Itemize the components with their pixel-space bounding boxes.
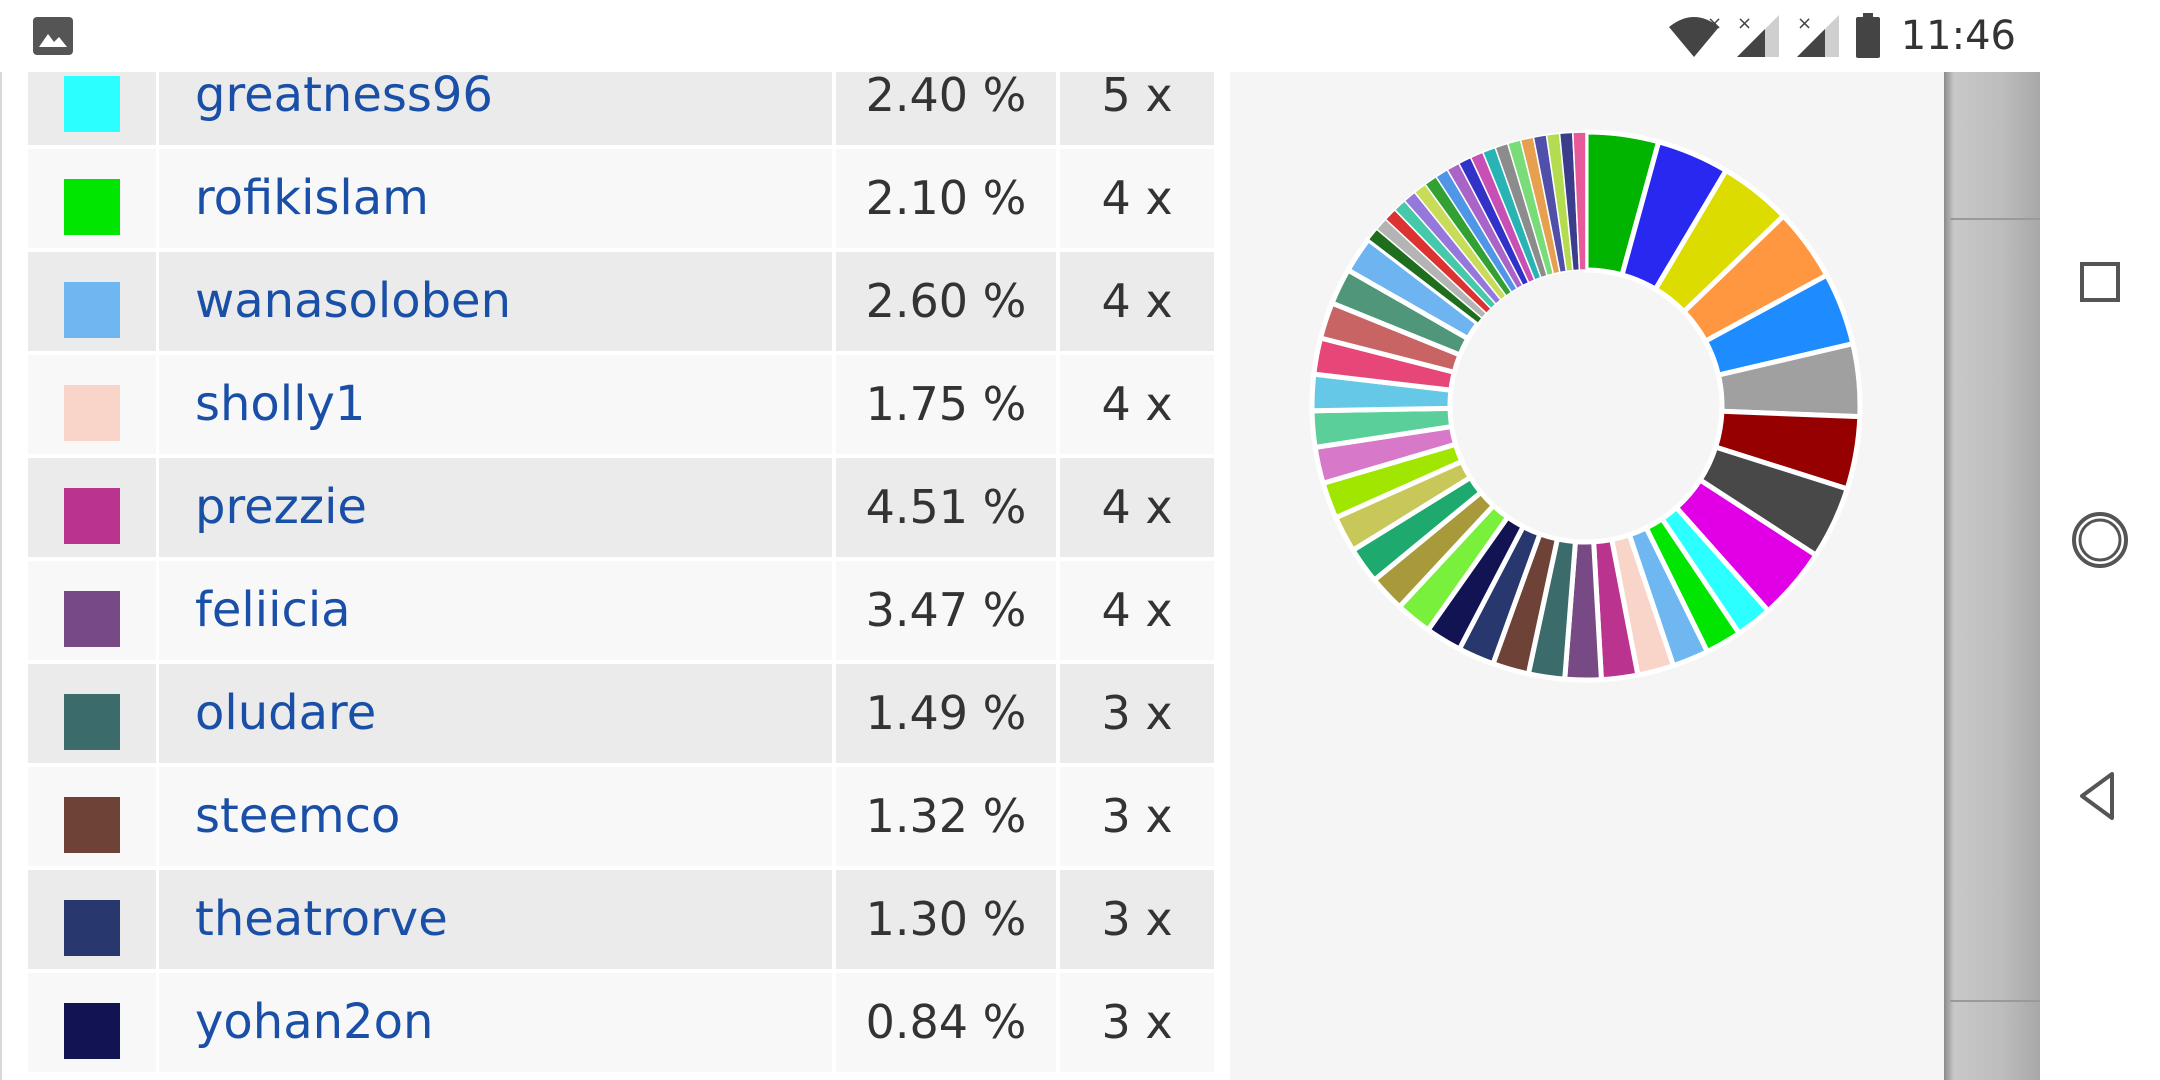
chart-panel	[1230, 72, 1944, 1080]
signal-icon: ×	[1736, 13, 1779, 57]
contributors-table: greatness96 2.40 % 5 x rofikislam 2.10 %…	[0, 72, 1230, 1080]
table-row[interactable]: rofikislam 2.10 % 4 x	[28, 149, 1214, 248]
back-button[interactable]	[2070, 766, 2130, 826]
percent-value: 0.84 %	[865, 995, 1027, 1049]
username-link[interactable]: steemco	[195, 788, 401, 844]
count-value: 4 x	[1101, 274, 1173, 328]
percent-value: 2.10 %	[865, 171, 1027, 225]
gallery-icon	[33, 17, 73, 55]
username-link[interactable]: feliicia	[195, 582, 351, 638]
status-bar: × × × 11:46	[0, 0, 2040, 72]
color-swatch	[64, 694, 120, 750]
username-link[interactable]: sholly1	[195, 376, 366, 432]
count-value: 4 x	[1101, 480, 1173, 534]
username-link[interactable]: yohan2on	[195, 994, 434, 1050]
percent-value: 3.47 %	[865, 583, 1027, 637]
percent-value: 2.40 %	[865, 72, 1027, 122]
table-row[interactable]: prezzie 4.51 % 4 x	[28, 458, 1214, 557]
username-link[interactable]: rofikislam	[195, 170, 429, 226]
color-swatch	[64, 591, 120, 647]
page-edge-shadow	[1944, 72, 2040, 1080]
percent-value: 2.60 %	[865, 274, 1027, 328]
svg-text:×: ×	[1737, 13, 1752, 34]
home-button[interactable]	[2070, 510, 2130, 570]
color-swatch	[64, 76, 120, 132]
count-value: 3 x	[1101, 892, 1173, 946]
percent-value: 4.51 %	[865, 480, 1027, 534]
percent-value: 1.30 %	[865, 892, 1027, 946]
battery-icon	[1855, 13, 1880, 58]
count-value: 3 x	[1101, 686, 1173, 740]
count-value: 4 x	[1101, 583, 1173, 637]
svg-text:×: ×	[1797, 13, 1812, 34]
username-link[interactable]: prezzie	[195, 479, 367, 535]
color-swatch	[64, 488, 120, 544]
count-value: 5 x	[1101, 72, 1173, 122]
username-link[interactable]: wanasoloben	[195, 273, 512, 329]
web-content[interactable]: greatness96 2.40 % 5 x rofikislam 2.10 %…	[0, 72, 2040, 1080]
table-border	[0, 72, 2, 1080]
recents-button[interactable]	[2070, 252, 2130, 312]
signal-icon: ×	[1796, 13, 1839, 57]
color-swatch	[64, 179, 120, 235]
table-row[interactable]: sholly1 1.75 % 4 x	[28, 355, 1214, 454]
color-swatch	[64, 900, 120, 956]
table-row[interactable]: oludare 1.49 % 3 x	[28, 664, 1214, 763]
svg-text:×: ×	[1707, 13, 1721, 34]
color-swatch	[64, 385, 120, 441]
clock: 11:46	[1900, 13, 2016, 59]
count-value: 3 x	[1101, 995, 1173, 1049]
username-link[interactable]: oludare	[195, 685, 377, 741]
table-row[interactable]: feliicia 3.47 % 4 x	[28, 561, 1214, 660]
username-link[interactable]: greatness96	[195, 72, 493, 123]
table-row[interactable]: theatrorve 1.30 % 3 x	[28, 870, 1214, 969]
color-swatch	[64, 282, 120, 338]
table-row[interactable]: yohan2on 0.84 % 3 x	[28, 973, 1214, 1072]
count-value: 4 x	[1101, 171, 1173, 225]
count-value: 4 x	[1101, 377, 1173, 431]
navigation-bar	[2040, 0, 2160, 1080]
donut-chart[interactable]	[1300, 120, 1872, 692]
username-link[interactable]: theatrorve	[195, 891, 448, 947]
color-swatch	[64, 797, 120, 853]
table-row[interactable]: greatness96 2.40 % 5 x	[28, 72, 1214, 145]
table-row[interactable]: steemco 1.32 % 3 x	[28, 767, 1214, 866]
color-swatch	[64, 1003, 120, 1059]
wifi-icon: ×	[1668, 13, 1721, 57]
percent-value: 1.75 %	[865, 377, 1027, 431]
count-value: 3 x	[1101, 789, 1173, 843]
table-row[interactable]: wanasoloben 2.60 % 4 x	[28, 252, 1214, 351]
donut-slice[interactable]	[1571, 131, 1587, 271]
percent-value: 1.32 %	[865, 789, 1027, 843]
percent-value: 1.49 %	[865, 686, 1027, 740]
